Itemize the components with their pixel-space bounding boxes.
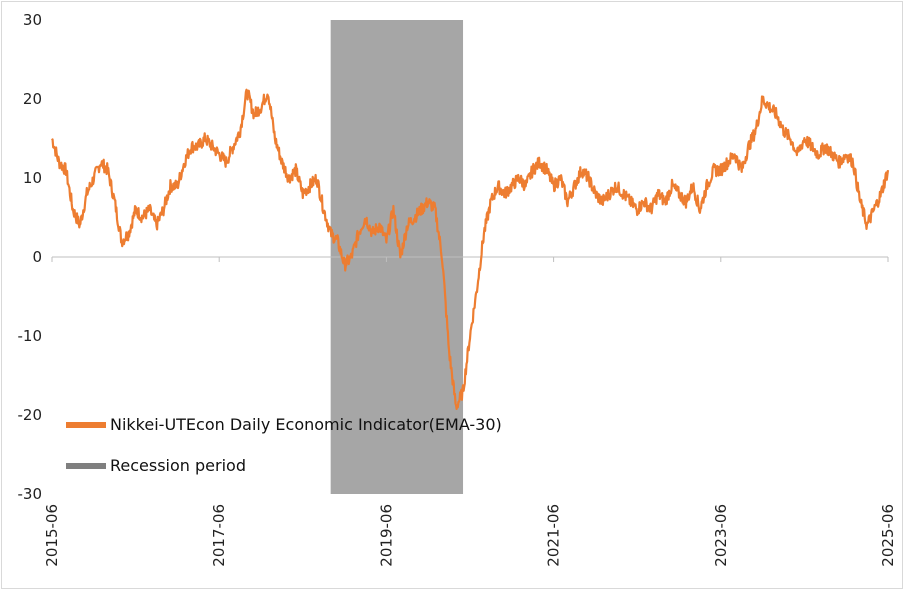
legend-swatch-recession [66, 463, 106, 469]
x-tick-label: 2021-06 [545, 504, 563, 567]
y-tick-label: -10 [18, 327, 43, 345]
y-tick-label: 10 [23, 169, 42, 187]
legend-label-recession: Recession period [110, 456, 246, 475]
y-tick-label: 0 [32, 248, 42, 266]
series-line-indicator [51, 88, 890, 410]
legend-swatch-indicator [66, 422, 106, 428]
y-tick-label: -20 [18, 406, 43, 424]
legend-label-indicator: Nikkei-UTEcon Daily Economic Indicator(E… [110, 415, 502, 434]
x-tick-label: 2025-06 [879, 504, 897, 567]
x-tick-label: 2017-06 [210, 504, 228, 567]
y-tick-label: -30 [18, 485, 43, 503]
line-layer [51, 88, 890, 410]
x-tick-label: 2019-06 [377, 504, 395, 567]
x-tick-label: 2015-06 [43, 504, 61, 567]
x-tick-label: 2023-06 [712, 504, 730, 567]
legend: Nikkei-UTEcon Daily Economic Indicator(E… [66, 415, 502, 475]
y-tick-label: 30 [23, 11, 42, 29]
y-tick-label: 20 [23, 90, 42, 108]
